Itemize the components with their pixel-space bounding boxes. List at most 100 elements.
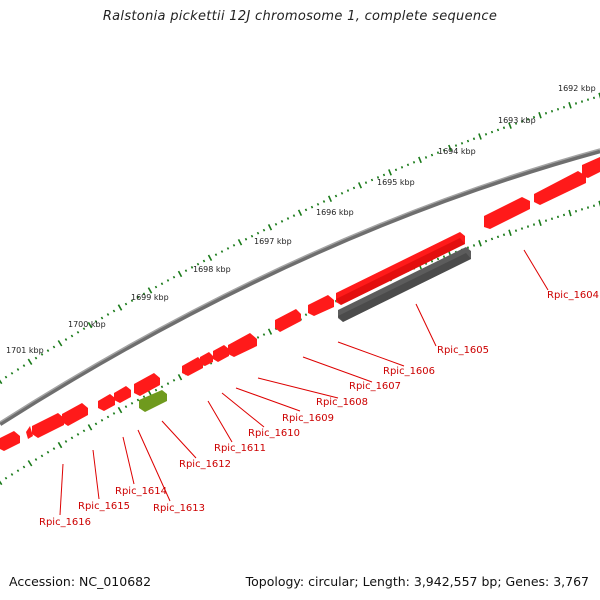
inner-ring-tick [532, 223, 536, 226]
outer-ring-tick [544, 111, 548, 115]
inner-ring-tick [76, 432, 80, 436]
inner-ring-tick [154, 388, 158, 392]
inner-ring-tick [562, 213, 566, 217]
inner-ring-tick [94, 422, 98, 426]
gene-arrows [0, 157, 600, 451]
inner-ring-tick [580, 208, 584, 211]
kbp-label-1694: 1694 kbp [438, 147, 476, 156]
chromosome-backbone [0, 148, 600, 426]
gene-arrow-rpic-1613[interactable] [139, 390, 167, 412]
inner-ring-tick [46, 450, 50, 454]
outer-ring-tick [76, 330, 80, 334]
gene-label-rpic-1604[interactable]: Rpic_1604 [547, 290, 599, 301]
gene-label-rpic-1608[interactable]: Rpic_1608 [316, 397, 368, 408]
outer-ring-tick [190, 266, 194, 269]
gene-arrow-rpic-1608[interactable] [228, 333, 257, 357]
inner-ring-tick [136, 398, 140, 402]
outer-ring-tick [166, 279, 170, 282]
inner-ring-tick [16, 469, 20, 473]
gene-label-rpic-1615[interactable]: Rpic_1615 [78, 501, 130, 512]
gene-label-rpic-1611[interactable]: Rpic_1611 [214, 443, 266, 454]
outer-ring-tick [244, 237, 248, 241]
inner-ring-tick [490, 237, 494, 241]
outer-ring-tick [508, 122, 512, 129]
gene-label-rpic-1607[interactable]: Rpic_1607 [349, 381, 401, 392]
outer-ring-tick [484, 133, 488, 136]
gene-arrow-rpic-1610[interactable] [200, 352, 213, 366]
outer-ring-tick [340, 191, 344, 195]
outer-ring-tick [256, 231, 260, 235]
gene-arrow-rpic-1614[interactable] [114, 386, 131, 403]
outer-ring-tick [52, 345, 56, 349]
gene-arrow-rpic-1604[interactable] [484, 157, 600, 229]
outer-ring-tick [0, 379, 3, 385]
inner-ring-tick [106, 415, 110, 419]
gene-arrow-rpic-1612[interactable] [134, 373, 160, 396]
outer-ring-tick [430, 153, 434, 157]
outer-ring-tick [418, 156, 422, 164]
outer-ring-tick [106, 313, 110, 316]
outer-ring-tick [22, 364, 26, 368]
inner-ring-tick [574, 209, 578, 213]
outer-ring-tick [4, 375, 8, 379]
gene-arrow-rpic-1609[interactable] [213, 345, 229, 362]
gene-arrow-rpic-1606[interactable] [308, 295, 334, 316]
kbp-label-1692: 1692 kbp [558, 84, 596, 93]
outer-ring-tick [117, 304, 123, 311]
outer-ring-tick [370, 178, 374, 182]
inner-ring-tick [112, 412, 116, 415]
inner-ring-tick [520, 227, 524, 230]
inner-ring-tick [4, 476, 8, 480]
kbp-label-1699: 1699 kbp [131, 293, 169, 302]
inner-ring-tick [0, 480, 3, 486]
outer-ring-tick [40, 352, 44, 356]
outer-ring-tick [526, 118, 530, 121]
leader-lines [59, 249, 549, 516]
inner-ring-tick [496, 235, 500, 239]
kbp-label-1700: 1700 kbp [68, 320, 106, 329]
gene-arrow-rpic-1605[interactable] [336, 232, 465, 305]
sequence-stats: Topology: circular; Length: 3,942,557 bp… [245, 574, 589, 589]
outer-ring-tick [237, 239, 243, 246]
outer-ring-tick [196, 262, 200, 266]
inner-ring-tick [64, 440, 68, 443]
outer-ring-tick [64, 338, 68, 341]
outer-ring-tick [297, 209, 303, 216]
outer-ring-tick [562, 105, 566, 109]
gene-label-rpic-1616[interactable]: Rpic_1616 [39, 517, 91, 528]
gene-arrow-rpic-1615[interactable] [98, 394, 115, 411]
kbp-label-1697: 1697 kbp [254, 237, 292, 246]
gene-arrow-rpic-1611[interactable] [182, 357, 203, 376]
outer-tick-ring [0, 92, 600, 385]
outer-ring-tick [154, 285, 158, 289]
gene-arrow-rpic-1607[interactable] [275, 309, 301, 332]
outer-ring-tick [124, 302, 128, 306]
outer-ring-tick [267, 224, 273, 231]
outer-ring-tick [376, 176, 380, 179]
gene-label-rpic-1612[interactable]: Rpic_1612 [179, 459, 231, 470]
outer-ring-tick [136, 295, 140, 299]
inner-ring-tick [568, 209, 572, 217]
outer-ring-tick [532, 115, 536, 119]
gene-label-rpic-1605[interactable]: Rpic_1605 [437, 345, 489, 356]
gene-label-rpic-1613[interactable]: Rpic_1613 [153, 503, 205, 514]
gene-arrow-rpic-1616[interactable] [0, 403, 88, 451]
gene-label-rpic-1614[interactable]: Rpic_1614 [115, 486, 167, 497]
inner-ring-tick [478, 240, 482, 247]
outer-ring-tick [310, 205, 314, 209]
gene-arrow-rpic-1605-pseudo[interactable] [338, 247, 471, 322]
outer-ring-tick [568, 102, 572, 109]
outer-ring-tick [400, 166, 404, 169]
kbp-label-1696: 1696 kbp [316, 208, 354, 217]
gene-label-rpic-1609[interactable]: Rpic_1609 [282, 413, 334, 424]
outer-ring-tick [130, 299, 134, 302]
gene-label-rpic-1610[interactable]: Rpic_1610 [248, 428, 300, 439]
gene-label-rpic-1606[interactable]: Rpic_1606 [383, 366, 435, 377]
outer-ring-tick [184, 269, 188, 272]
outer-ring-tick [226, 247, 230, 250]
outer-ring-tick [357, 182, 363, 189]
outer-ring-tick [436, 151, 440, 154]
inner-ring-tick [538, 219, 542, 226]
outer-ring-tick [304, 208, 308, 212]
